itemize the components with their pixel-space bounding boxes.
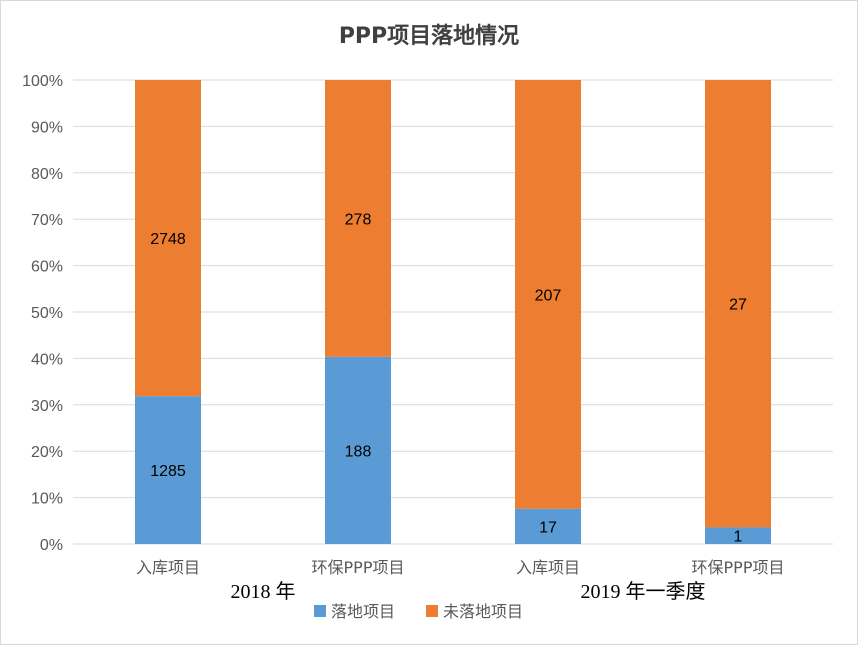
y-tick-label: 80% (31, 166, 63, 183)
data-label: 1285 (150, 463, 186, 480)
x-category-label: 入库项目 (516, 558, 580, 577)
bar-segment-landed (325, 356, 391, 544)
y-axis-ticks: 0% 10% 20% 30% 40% 50% 60% 70% 80% 90% 100% (22, 73, 63, 554)
y-tick-label: 0% (40, 537, 63, 554)
bar-segment-landed (515, 508, 581, 544)
y-tick-label: 50% (31, 305, 63, 322)
y-tick-label: 100% (22, 73, 63, 90)
y-tick-label: 30% (31, 398, 63, 415)
x-group-label: 2019 年一季度 (581, 580, 706, 603)
x-category-label: 环保PPP项目 (692, 558, 785, 577)
bar-segment-landed (705, 527, 771, 544)
y-tick-label: 40% (31, 351, 63, 368)
y-tick-label: 60% (31, 259, 63, 276)
bar-segment-landed (135, 396, 201, 544)
legend-swatch (314, 605, 326, 617)
y-tick-label: 70% (31, 212, 63, 229)
x-group-label: 2018 年 (231, 580, 296, 603)
y-tick-label: 90% (31, 119, 63, 136)
data-label: 27 (729, 297, 747, 314)
data-label: 2748 (150, 231, 186, 248)
data-label: 17 (539, 519, 557, 536)
data-label: 278 (345, 211, 372, 228)
x-category-label: 入库项目 (136, 558, 200, 577)
chart-title: PPP项目落地情况 (339, 23, 519, 49)
y-tick-label: 10% (31, 491, 63, 508)
bars (135, 80, 771, 544)
bar-segment-not-landed (705, 80, 771, 528)
legend-swatch (426, 605, 438, 617)
y-tick-label: 20% (31, 444, 63, 461)
legend-label: 落地项目 (331, 602, 395, 621)
x-category-label: 环保PPP项目 (312, 558, 405, 577)
bar-segment-not-landed (325, 80, 391, 357)
x-axis-groups: 2018 年 2019 年一季度 (231, 580, 706, 603)
data-label: 188 (345, 443, 372, 460)
data-labels: 1285 2748 188 278 17 207 1 27 (150, 211, 747, 545)
legend: 落地项目 未落地项目 (314, 602, 523, 621)
legend-label: 未落地项目 (443, 602, 523, 621)
x-axis-categories: 入库项目 环保PPP项目 入库项目 环保PPP项目 (136, 558, 784, 577)
bar-segment-not-landed (515, 80, 581, 509)
bar-segment-not-landed (135, 80, 201, 397)
data-label: 1 (734, 529, 743, 546)
data-label: 207 (535, 287, 562, 304)
